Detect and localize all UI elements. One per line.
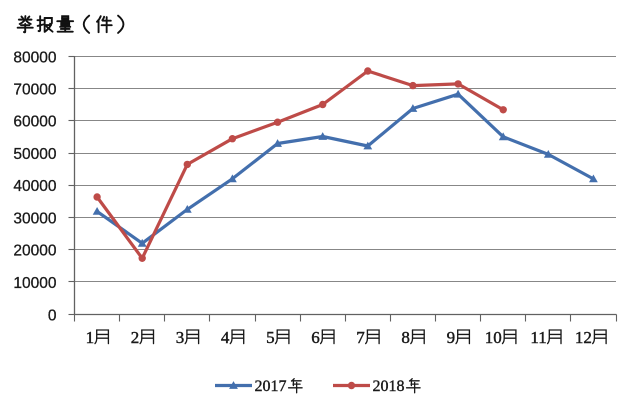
svg-text:9: 9 bbox=[447, 328, 456, 347]
svg-text:40000: 40000 bbox=[13, 178, 56, 195]
svg-text:1: 1 bbox=[86, 328, 95, 347]
svg-text:10000: 10000 bbox=[13, 275, 56, 292]
svg-text:0: 0 bbox=[48, 307, 57, 324]
svg-text:8: 8 bbox=[401, 328, 410, 347]
svg-text:30000: 30000 bbox=[13, 210, 56, 227]
svg-text:7: 7 bbox=[356, 328, 365, 347]
svg-text:20000: 20000 bbox=[13, 243, 56, 260]
svg-text:5: 5 bbox=[266, 328, 275, 347]
svg-text:4: 4 bbox=[221, 328, 230, 347]
svg-text:2017: 2017 bbox=[255, 378, 287, 395]
svg-text:6: 6 bbox=[311, 328, 320, 347]
svg-text:60000: 60000 bbox=[13, 114, 56, 131]
svg-text:80000: 80000 bbox=[13, 49, 56, 66]
svg-text:2018: 2018 bbox=[373, 378, 405, 395]
svg-text:11: 11 bbox=[530, 328, 546, 347]
svg-text:50000: 50000 bbox=[13, 146, 56, 163]
svg-text:3: 3 bbox=[176, 328, 185, 347]
svg-text:2: 2 bbox=[131, 328, 140, 347]
svg-text:70000: 70000 bbox=[13, 82, 56, 99]
svg-text:10: 10 bbox=[485, 328, 502, 347]
svg-text:12: 12 bbox=[575, 328, 592, 347]
